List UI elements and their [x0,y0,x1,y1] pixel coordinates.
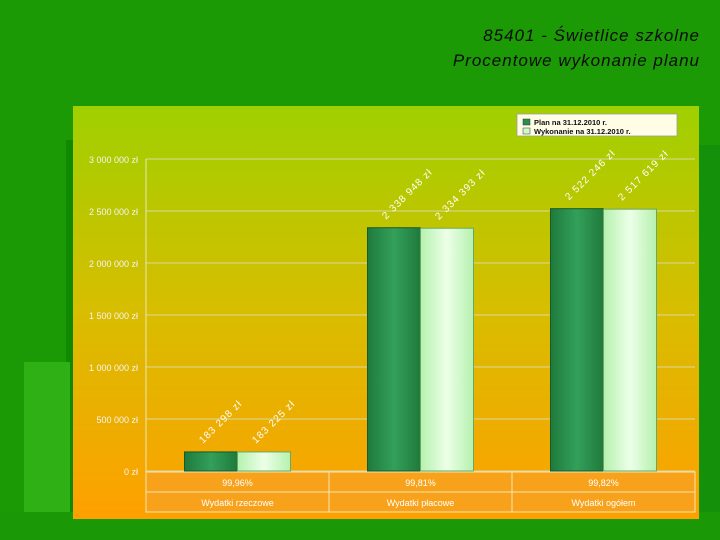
legend-box [516,113,678,137]
y-tick-label: 1 000 000 zł [89,363,138,373]
legend-label: Plan na 31.12.2010 r. [534,118,607,127]
slide-title: 85401 - Świetlice szkolne [483,26,700,45]
legend-label: Wykonanie na 31.12.2010 r. [534,127,631,136]
category-label: Wydatki płacowe [387,498,454,508]
bar [184,451,238,472]
slide-subtitle: Procentowe wykonanie planu [452,51,700,70]
y-tick-label: 2 000 000 zł [89,259,138,269]
bar [367,227,421,472]
y-tick-label: 3 000 000 zł [89,155,138,165]
legend: Plan na 31.12.2010 r.Wykonanie na 31.12.… [516,113,678,137]
category-label: Wydatki rzeczowe [201,498,273,508]
bars [184,208,657,472]
legend-swatch [522,118,531,126]
y-tick-label: 1 500 000 zł [89,311,138,321]
bar-chart: 0 zł 500 000 zł 1 000 000 zł 1 500 000 zł 2 … [73,106,699,519]
y-tick-label: 500 000 zł [96,415,138,425]
data-table: 99,96% Wydatki rzeczowe 99,81% Wydatki płac… [145,471,696,513]
legend-swatch [522,127,531,135]
bar [237,451,291,472]
category-label: Wydatki ogółem [572,498,636,508]
percentage-cell: 99,81% [405,478,436,488]
y-tick-label: 2 500 000 zł [89,207,138,217]
y-axis-ticks: 0 zł 500 000 zł 1 000 000 zł 1 500 000 zł 2 … [89,155,138,477]
bar [420,227,474,472]
bar [603,208,657,472]
percentage-cell: 99,96% [222,478,253,488]
percentage-cell: 99,82% [588,478,619,488]
bar [550,208,604,472]
background-band [24,362,70,540]
y-tick-label: 0 zł [124,467,138,477]
